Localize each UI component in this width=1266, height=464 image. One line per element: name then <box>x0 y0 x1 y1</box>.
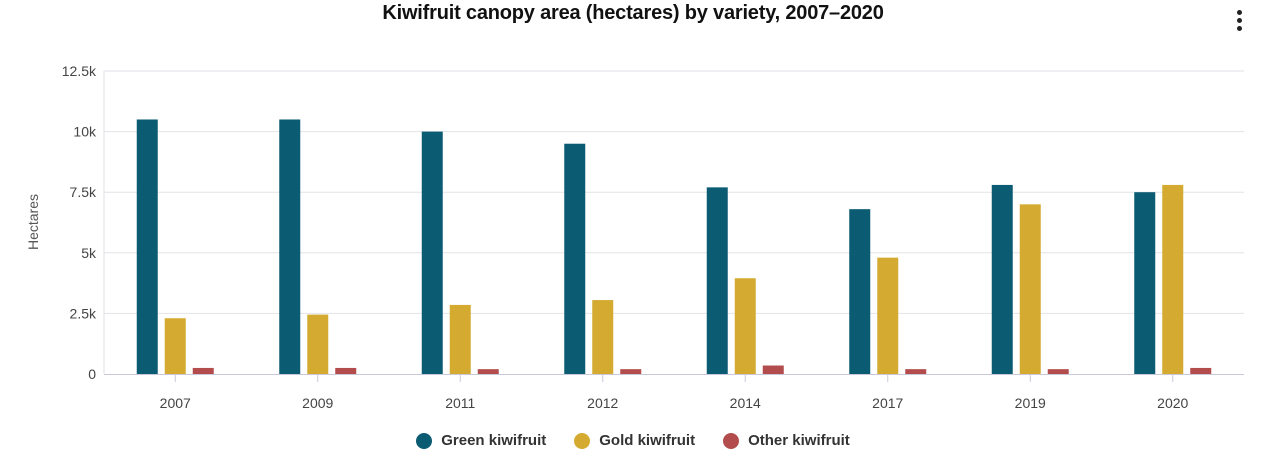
x-tick-label: 2012 <box>587 395 618 411</box>
bars <box>136 119 1212 374</box>
bar-other-kiwifruit[interactable] <box>335 367 357 374</box>
legend-item-green-kiwifruit[interactable]: Green kiwifruit <box>416 432 546 449</box>
legend-label: Other kiwifruit <box>748 432 850 449</box>
legend-swatch <box>574 432 591 449</box>
x-tick-label: 2009 <box>302 395 333 411</box>
legend-item-other-kiwifruit[interactable]: Other kiwifruit <box>723 432 850 449</box>
bar-other-kiwifruit[interactable] <box>620 369 642 374</box>
bar-other-kiwifruit[interactable] <box>905 369 927 374</box>
bar-gold-kiwifruit[interactable] <box>877 257 899 374</box>
bar-gold-kiwifruit[interactable] <box>307 314 329 374</box>
bar-gold-kiwifruit[interactable] <box>592 300 614 374</box>
bar-other-kiwifruit[interactable] <box>192 367 214 374</box>
bar-green-kiwifruit[interactable] <box>136 119 158 374</box>
bar-other-kiwifruit[interactable] <box>477 369 499 374</box>
x-tick-label: 2019 <box>1015 395 1046 411</box>
bar-gold-kiwifruit[interactable] <box>164 318 186 374</box>
legend-swatch <box>723 432 740 449</box>
grid-lines <box>104 70 1244 314</box>
bar-green-kiwifruit[interactable] <box>1134 192 1156 374</box>
kebab-menu-icon <box>1237 10 1242 15</box>
y-axis-title: Hectares <box>25 194 41 250</box>
bar-other-kiwifruit[interactable] <box>1190 367 1212 374</box>
bar-green-kiwifruit[interactable] <box>421 131 443 374</box>
x-tick-label: 2014 <box>730 395 761 411</box>
x-tick-label: 2020 <box>1157 395 1188 411</box>
y-tick-label: 2.5k <box>70 305 97 321</box>
bar-gold-kiwifruit[interactable] <box>1019 204 1041 374</box>
kebab-menu-icon-dot <box>1237 26 1242 31</box>
y-tick-label: 12.5k <box>62 63 97 79</box>
legend-swatch <box>416 432 433 449</box>
y-tick-label: 10k <box>73 124 97 140</box>
bar-green-kiwifruit[interactable] <box>279 119 301 374</box>
bar-other-kiwifruit[interactable] <box>762 365 784 374</box>
chart-menu-button[interactable] <box>1228 8 1252 34</box>
y-tick-label: 7.5k <box>70 184 97 200</box>
y-tick-label: 5k <box>81 245 97 261</box>
bar-gold-kiwifruit[interactable] <box>1162 184 1184 374</box>
chart-title: Kiwifruit canopy area (hectares) by vari… <box>382 2 884 24</box>
x-tick-label: 2017 <box>872 395 903 411</box>
bar-gold-kiwifruit[interactable] <box>449 304 471 374</box>
bar-green-kiwifruit[interactable] <box>849 209 871 374</box>
x-tick-label: 2007 <box>160 395 191 411</box>
axes: 0 2.5k 5k 7.5k 10k 12.5k 2007 2009 2011 2012 2014 2… <box>62 63 1244 411</box>
legend: Green kiwifruit Gold kiwifruit Other kiwif… <box>0 432 1266 449</box>
bar-green-kiwifruit[interactable] <box>564 143 586 374</box>
bar-gold-kiwifruit[interactable] <box>734 278 756 374</box>
bar-other-kiwifruit[interactable] <box>1047 369 1069 374</box>
x-tick-label: 2011 <box>445 395 475 411</box>
legend-item-gold-kiwifruit[interactable]: Gold kiwifruit <box>574 432 695 449</box>
kebab-menu-icon-dot <box>1237 18 1242 23</box>
bar-green-kiwifruit[interactable] <box>991 184 1013 374</box>
legend-label: Green kiwifruit <box>441 432 547 449</box>
bar-green-kiwifruit[interactable] <box>706 187 728 374</box>
legend-label: Gold kiwifruit <box>599 432 696 449</box>
y-tick-label: 0 <box>88 366 96 382</box>
